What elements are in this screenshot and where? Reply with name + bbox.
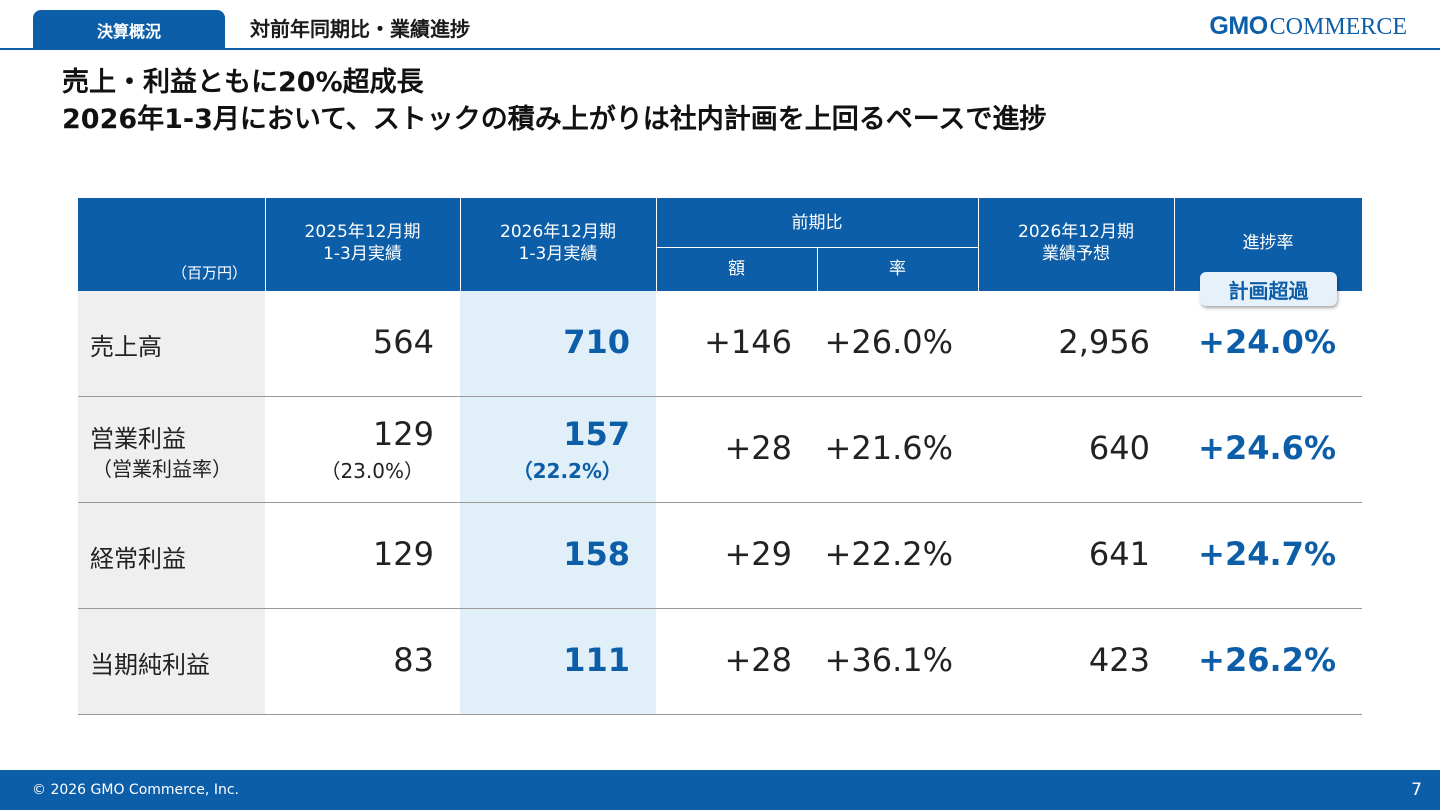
header-divider-horizontal xyxy=(656,247,978,248)
headline-line-1: 売上・利益ともに20%超成長 xyxy=(62,67,424,98)
yoy-amount-value: +29 xyxy=(724,535,792,573)
header-yoy-amount: 額 xyxy=(728,259,745,279)
section-tab: 決算概況 xyxy=(33,10,225,49)
results-table: （百万円） 2025年12月期 1-3月実績 2026年12月期 1-3月実績 … xyxy=(78,198,1362,716)
logo-gmo: GMO xyxy=(1209,12,1268,40)
progress-value: +24.0% xyxy=(1198,323,1336,361)
row-label-bg xyxy=(78,609,265,714)
header-forecast: 2026年12月期 業績予想 xyxy=(978,221,1174,265)
header-yoy-rate: 率 xyxy=(889,259,906,279)
yoy-rate-value: +36.1% xyxy=(824,641,953,679)
header-forecast-line1: 2026年12月期 xyxy=(1018,222,1134,242)
row-sublabel: （営業利益率） xyxy=(92,457,232,481)
prev-sub-value: （23.0%） xyxy=(320,459,424,483)
header-yoy: 前期比 xyxy=(791,213,843,233)
progress-value: +24.6% xyxy=(1198,429,1336,467)
header-forecast-line2: 業績予想 xyxy=(1042,244,1110,264)
prev-value: 129 xyxy=(372,415,434,453)
row-label: 営業利益 xyxy=(90,425,186,453)
headline: 売上・利益ともに20%超成長 2026年1-3月において、ストックの積み上がりは… xyxy=(62,64,1046,138)
prev-value: 564 xyxy=(372,323,434,361)
yoy-amount-value: +146 xyxy=(704,323,792,361)
unit-label: （百万円） xyxy=(171,264,247,282)
forecast-value: 641 xyxy=(1088,535,1150,573)
table-row: 売上高 564 710 +146 +26.0% 2,956 +24.0% xyxy=(78,291,1362,397)
header-prev-line2: 1-3月実績 xyxy=(323,244,402,264)
yoy-rate-value: +26.0% xyxy=(824,323,953,361)
row-label-bg xyxy=(78,397,265,502)
header-curr: 2026年12月期 1-3月実績 xyxy=(460,221,656,265)
prev-value: 83 xyxy=(393,641,434,679)
header-progress: 進捗率 xyxy=(1242,233,1294,253)
current-column-highlight xyxy=(460,609,656,714)
logo-commerce: COMMERCE xyxy=(1269,14,1407,40)
yoy-rate-value: +21.6% xyxy=(824,429,953,467)
header-prev: 2025年12月期 1-3月実績 xyxy=(265,221,460,265)
curr-sub-value: （22.2%） xyxy=(512,459,622,483)
company-logo: GMO COMMERCE xyxy=(1209,12,1407,41)
plan-exceeded-badge: 計画超過 xyxy=(1200,272,1337,306)
header-curr-line1: 2026年12月期 xyxy=(500,222,616,242)
curr-value: 158 xyxy=(563,535,630,573)
headline-line-2: 2026年1-3月において、ストックの積み上がりは社内計画を上回るペースで進捗 xyxy=(62,104,1047,135)
forecast-value: 640 xyxy=(1088,429,1150,467)
table-row: 経常利益 129 158 +29 +22.2% 641 +24.7% xyxy=(78,503,1362,609)
forecast-value: 2,956 xyxy=(1058,323,1150,361)
current-column-highlight xyxy=(460,503,656,608)
header-divider xyxy=(978,198,979,291)
slide-header: 決算概況 対前年同期比・業績進捗 GMO COMMERCE xyxy=(0,0,1440,50)
page-number: 7 xyxy=(1411,780,1422,800)
current-column-highlight xyxy=(460,291,656,396)
row-label: 売上高 xyxy=(90,333,162,361)
yoy-amount-value: +28 xyxy=(724,641,792,679)
yoy-rate-value: +22.2% xyxy=(824,535,953,573)
curr-value: 157 xyxy=(563,415,630,453)
row-label-bg xyxy=(78,291,265,396)
copyright: © 2026 GMO Commerce, Inc. xyxy=(32,782,239,798)
yoy-amount-value: +28 xyxy=(724,429,792,467)
header-divider xyxy=(460,198,461,291)
row-label-bg xyxy=(78,503,265,608)
forecast-value: 423 xyxy=(1088,641,1150,679)
table-header: （百万円） 2025年12月期 1-3月実績 2026年12月期 1-3月実績 … xyxy=(78,198,1362,291)
header-divider xyxy=(656,198,657,291)
slide-footer: © 2026 GMO Commerce, Inc. 7 xyxy=(0,770,1440,810)
curr-value: 710 xyxy=(563,323,630,361)
header-prev-line1: 2025年12月期 xyxy=(304,222,421,242)
header-divider xyxy=(265,198,266,291)
current-column-highlight xyxy=(460,397,656,502)
header-title: 対前年同期比・業績進捗 xyxy=(250,17,470,41)
progress-value: +26.2% xyxy=(1198,641,1336,679)
prev-value: 129 xyxy=(372,535,434,573)
table-row: 営業利益 （営業利益率） 129 （23.0%） 157 （22.2%） +28… xyxy=(78,397,1362,503)
row-label: 当期純利益 xyxy=(90,651,210,679)
header-curr-line2: 1-3月実績 xyxy=(518,244,598,264)
progress-value: +24.7% xyxy=(1198,535,1336,573)
header-divider xyxy=(817,247,818,291)
row-label: 経常利益 xyxy=(90,545,186,573)
table-row: 当期純利益 83 111 +28 +36.1% 423 +26.2% xyxy=(78,609,1362,715)
curr-value: 111 xyxy=(563,641,630,679)
header-divider xyxy=(1174,198,1175,291)
